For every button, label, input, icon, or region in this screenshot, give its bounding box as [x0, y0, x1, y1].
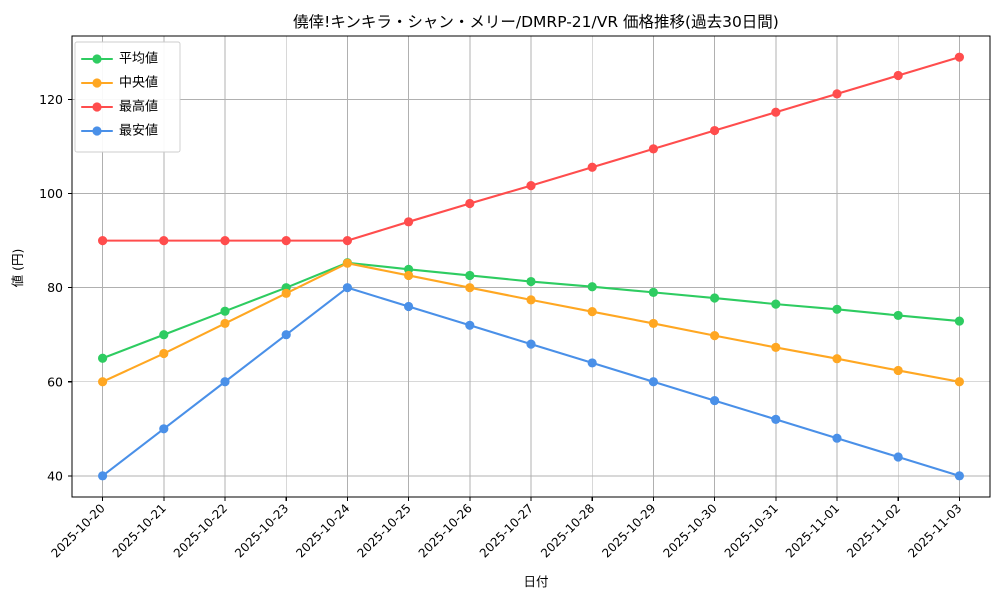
- legend-label: 中央値: [119, 75, 158, 91]
- chart-title: 僥倖!キンキラ・シャン・メリー/DMRP-21/VR 価格推移(過去30日間): [293, 13, 779, 31]
- data-point-marker: [710, 331, 720, 341]
- data-point-marker: [526, 295, 536, 305]
- y-tick-label: 40: [47, 468, 63, 483]
- legend-label: 最高値: [119, 99, 158, 115]
- series-2: [98, 258, 965, 387]
- series-3: [98, 52, 965, 246]
- data-point-marker: [220, 236, 230, 246]
- data-point-marker: [281, 288, 291, 298]
- legend-marker-icon: [92, 78, 102, 88]
- legend-background: [74, 41, 181, 153]
- data-point-marker: [954, 377, 965, 387]
- data-point-marker: [342, 236, 352, 246]
- data-point-marker: [465, 270, 475, 281]
- data-point-marker: [771, 342, 781, 353]
- data-point-marker: [587, 282, 597, 292]
- data-point-marker: [893, 310, 903, 321]
- data-point-marker: [220, 377, 230, 387]
- data-point-marker: [648, 144, 659, 154]
- data-point-marker: [832, 89, 842, 99]
- data-point-marker: [526, 339, 536, 349]
- data-point-marker: [710, 395, 720, 406]
- data-point-marker: [954, 52, 965, 62]
- data-point-marker: [648, 377, 659, 387]
- data-point-marker: [281, 330, 291, 340]
- data-point-marker: [954, 471, 965, 481]
- data-point-marker: [893, 365, 903, 376]
- data-point-marker: [281, 236, 291, 246]
- data-point-marker: [526, 276, 536, 287]
- y-axis-ticks: 40 60 80 100 120: [39, 92, 72, 483]
- series-1: [98, 258, 965, 363]
- data-point-marker: [342, 283, 352, 293]
- data-point-marker: [832, 354, 842, 364]
- data-point-marker: [710, 293, 720, 303]
- legend-label: 平均値: [119, 51, 158, 67]
- series-4: [98, 283, 965, 481]
- data-point-marker: [832, 433, 842, 443]
- legend-label: 最安値: [119, 123, 158, 139]
- data-point-marker: [220, 318, 230, 329]
- legend-item-2[interactable]: 中央値: [80, 75, 158, 91]
- data-point-marker: [404, 217, 414, 227]
- legend-item-4[interactable]: 最安値: [80, 123, 158, 139]
- data-point-marker: [771, 299, 781, 309]
- data-point-marker: [159, 330, 169, 340]
- data-point-marker: [98, 236, 108, 246]
- y-tick-label: 60: [47, 374, 63, 389]
- y-tick-label: 100: [39, 186, 63, 201]
- data-point-marker: [159, 424, 169, 434]
- data-point-marker: [404, 270, 414, 281]
- data-point-marker: [220, 306, 230, 316]
- data-series-layer: [98, 52, 965, 481]
- data-point-marker: [771, 414, 781, 424]
- y-tick-label: 120: [39, 92, 63, 107]
- data-point-marker: [648, 318, 659, 329]
- y-tick-label: 80: [47, 280, 63, 295]
- y-axis-label: 値 (円): [10, 249, 25, 288]
- data-point-marker: [587, 307, 597, 317]
- data-point-marker: [404, 301, 414, 312]
- data-point-marker: [465, 283, 475, 293]
- data-point-marker: [159, 348, 169, 359]
- data-point-marker: [587, 358, 597, 368]
- data-point-marker: [771, 107, 781, 117]
- data-point-marker: [526, 180, 536, 191]
- data-point-marker: [465, 198, 475, 209]
- data-point-marker: [710, 125, 720, 136]
- legend-marker-icon: [92, 126, 102, 136]
- legend-item-3[interactable]: 最高値: [80, 99, 158, 115]
- data-point-marker: [98, 471, 108, 481]
- data-point-marker: [98, 353, 108, 363]
- data-point-marker: [159, 236, 169, 246]
- legend-marker-icon: [92, 102, 102, 112]
- data-point-marker: [832, 304, 842, 314]
- legend-marker-icon: [92, 54, 102, 64]
- data-point-marker: [893, 452, 903, 462]
- data-point-marker: [98, 377, 108, 387]
- data-point-marker: [342, 258, 352, 268]
- data-point-marker: [954, 316, 965, 326]
- x-axis-label: 日付: [523, 574, 548, 589]
- legend-item-1[interactable]: 平均値: [80, 51, 158, 67]
- data-point-marker: [587, 162, 597, 172]
- data-point-marker: [893, 70, 903, 81]
- data-point-marker: [465, 320, 475, 330]
- data-point-marker: [648, 287, 659, 297]
